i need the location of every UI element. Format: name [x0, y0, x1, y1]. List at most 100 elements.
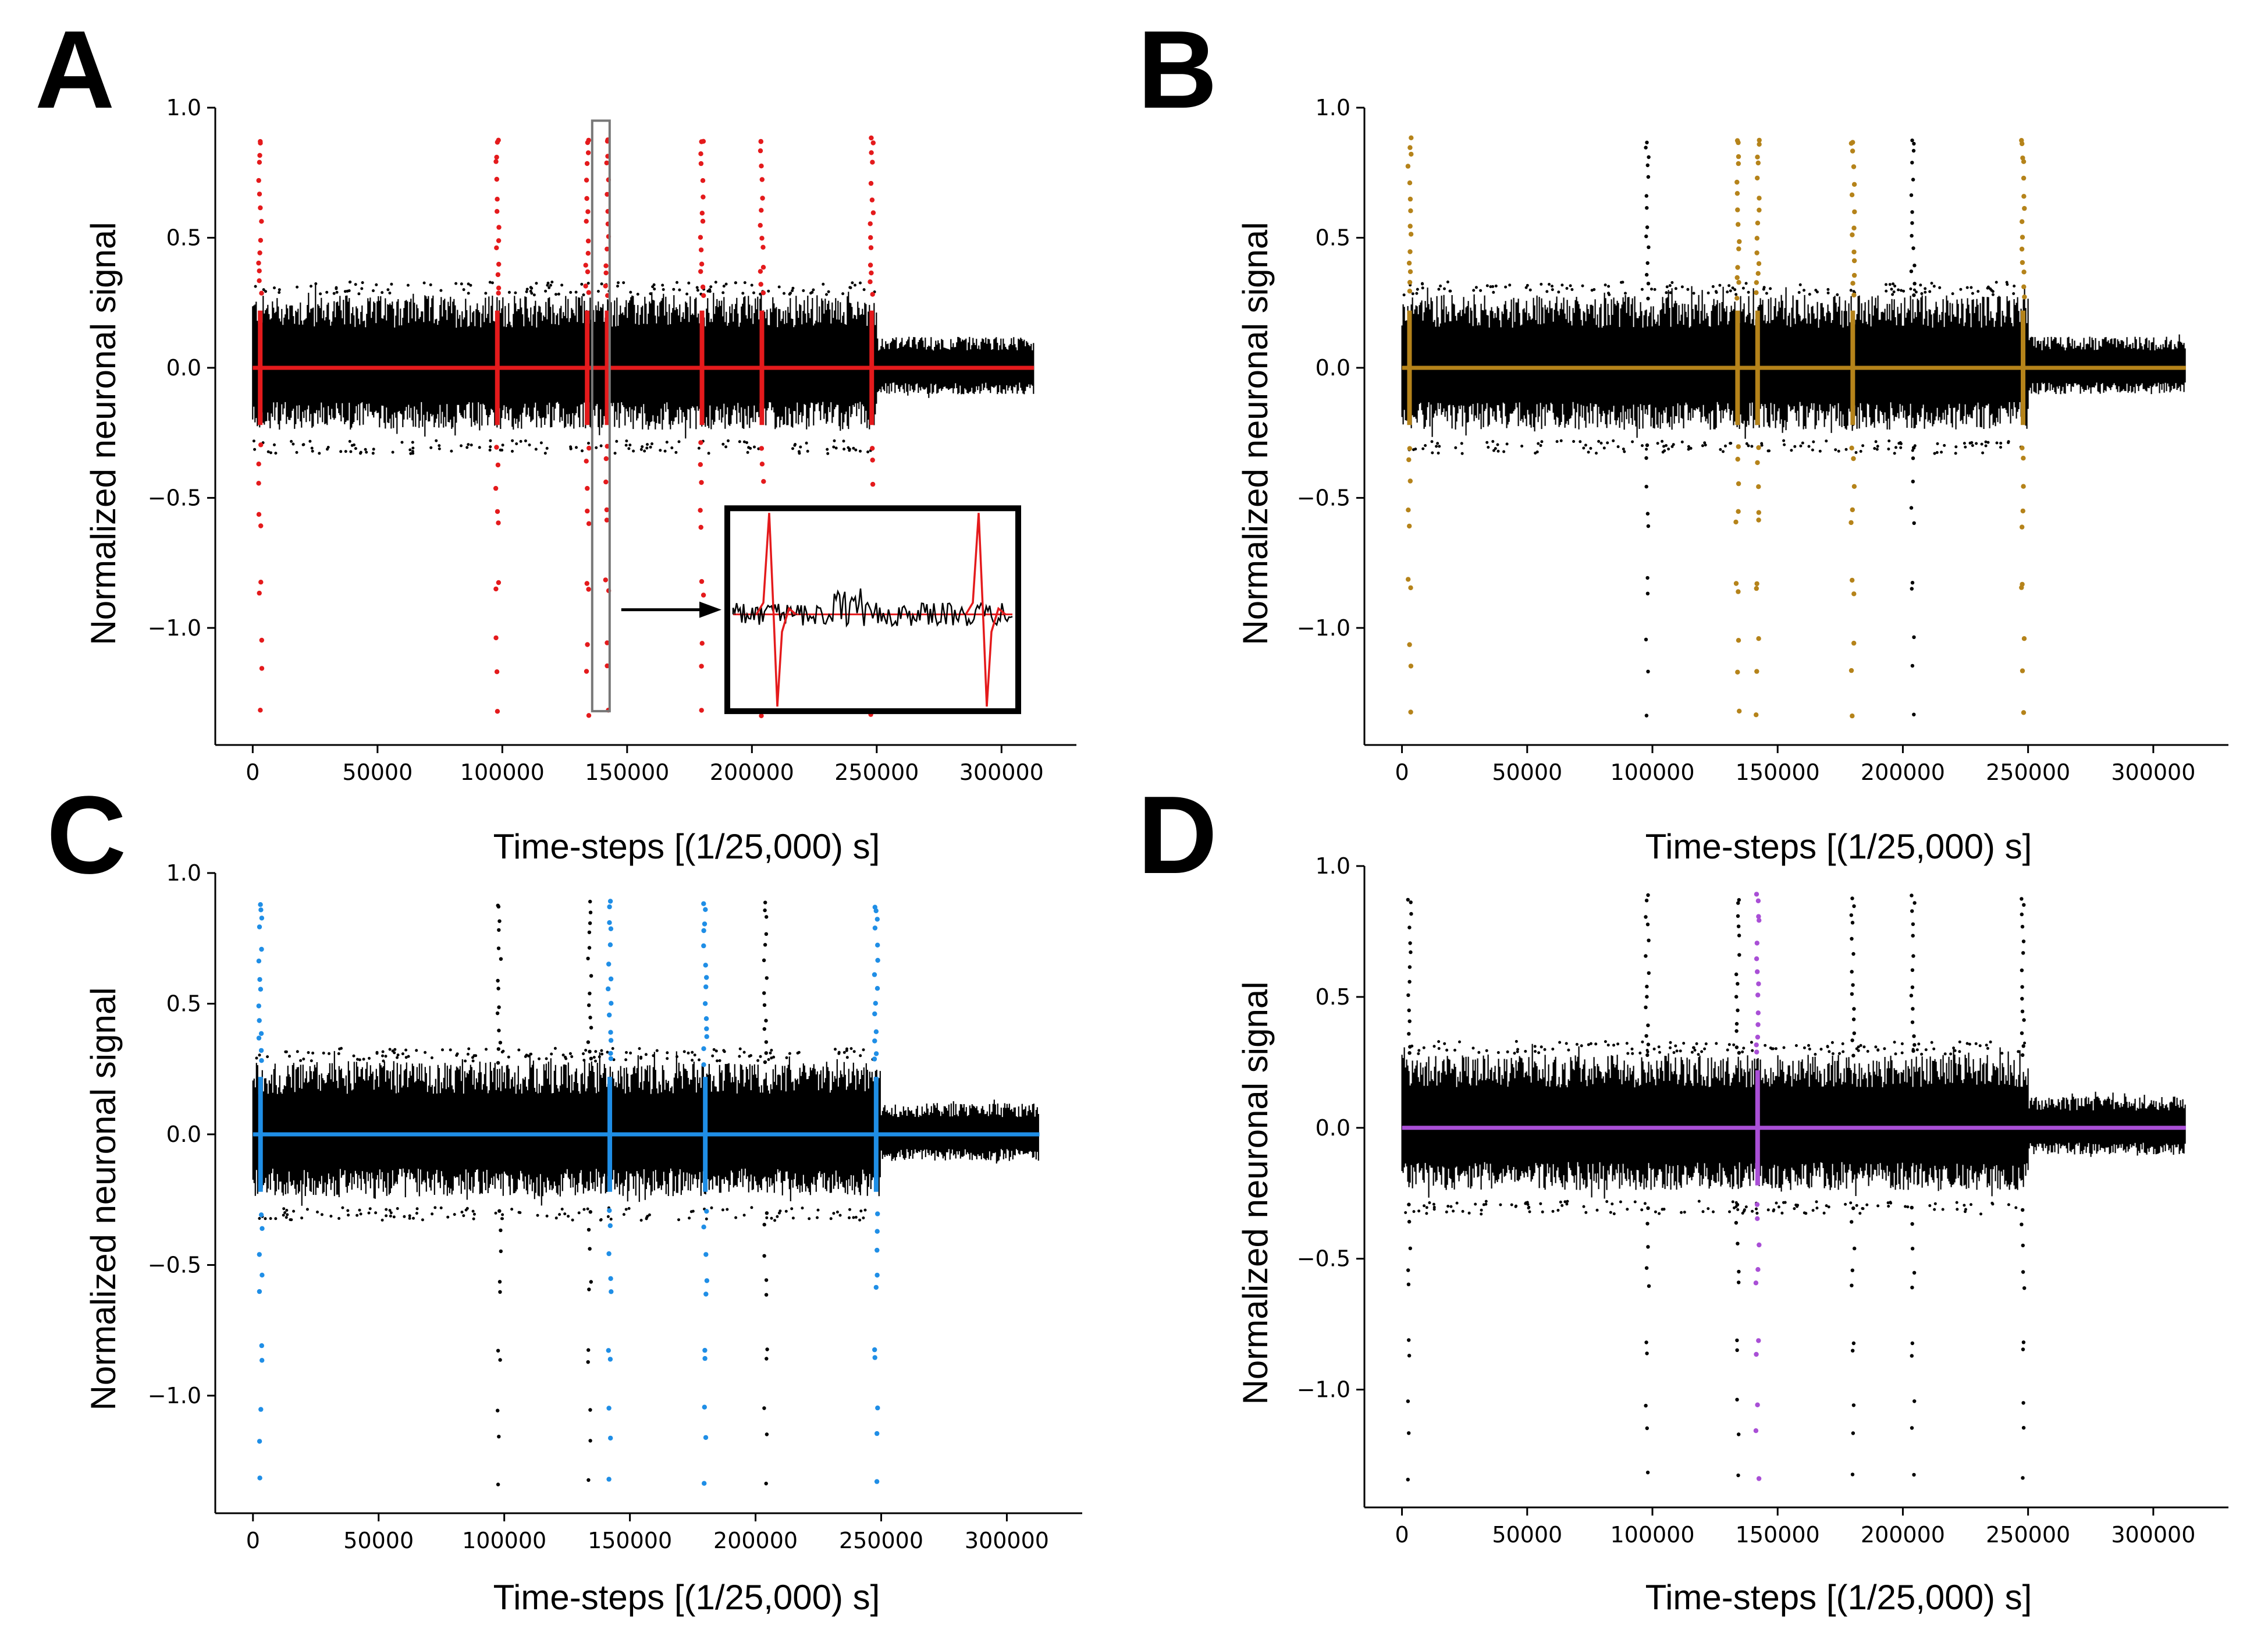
- noise-dot: [464, 1208, 468, 1212]
- noise-dot: [581, 449, 584, 453]
- noise-dot: [1645, 1049, 1649, 1052]
- noise-dot: [834, 1048, 837, 1051]
- spike-point: [765, 1347, 769, 1351]
- noise-dot: [862, 1048, 865, 1052]
- spike-point: [1851, 591, 1857, 597]
- spike-point: [1755, 898, 1761, 904]
- spike-point: [1851, 182, 1857, 187]
- noise-dot: [2014, 1206, 2018, 1209]
- noise-dot: [1912, 288, 1916, 292]
- noise-dot: [747, 446, 751, 449]
- spike-point: [1645, 225, 1650, 229]
- noise-dot: [430, 1056, 433, 1059]
- spike-point: [499, 1228, 503, 1233]
- spike-point: [698, 440, 703, 445]
- noise-dot: [474, 1054, 478, 1058]
- spike-point: [584, 178, 589, 183]
- spike-point: [1911, 954, 1915, 958]
- noise-dot: [255, 1056, 258, 1060]
- spike-point: [494, 176, 499, 182]
- spike-point: [2021, 175, 2027, 181]
- panel-letter-c: C: [47, 773, 126, 897]
- noise-dot: [852, 1216, 855, 1219]
- spike-point: [493, 586, 499, 592]
- noise-dot: [1566, 1200, 1569, 1203]
- spike-point: [1754, 941, 1759, 946]
- noise-dot: [1543, 1048, 1547, 1051]
- noise-dot: [1744, 282, 1748, 285]
- noise-dot: [1701, 444, 1704, 448]
- spike-point: [1755, 271, 1761, 276]
- spike-point: [872, 1355, 877, 1360]
- noise-dot: [842, 448, 846, 451]
- noise-dot: [1424, 444, 1427, 447]
- spike-point: [763, 908, 767, 913]
- spike-point: [495, 197, 500, 202]
- spike-point: [704, 975, 709, 980]
- noise-dot: [1485, 1049, 1488, 1052]
- noise-dot: [1890, 288, 1893, 291]
- noise-dot: [310, 1059, 313, 1063]
- noise-dot: [1402, 293, 1406, 297]
- x-tick-label: 0: [246, 760, 259, 785]
- noise-dot: [1482, 1203, 1485, 1207]
- noise-dot: [1654, 1210, 1657, 1213]
- spike-point: [1733, 519, 1739, 525]
- noise-dot: [1790, 449, 1793, 452]
- noise-dot: [258, 1053, 261, 1057]
- noise-dot: [726, 1208, 729, 1211]
- noise-dot: [412, 1216, 415, 1220]
- noise-dot: [1715, 1042, 1718, 1045]
- spike-point: [586, 956, 590, 961]
- spike-point: [1736, 914, 1740, 918]
- noise-dot: [488, 281, 492, 284]
- noise-dot: [1625, 1042, 1629, 1045]
- noise-dot: [822, 282, 825, 286]
- noise-dot: [1612, 439, 1615, 442]
- noise-dot: [650, 442, 653, 445]
- spike-point: [1912, 901, 1917, 905]
- spike-point: [1646, 1206, 1650, 1210]
- noise-dot: [462, 1214, 465, 1218]
- spike-point: [1911, 456, 1915, 460]
- noise-dot: [1616, 445, 1620, 448]
- noise-dot: [1545, 290, 1549, 293]
- noise-dot: [825, 293, 828, 296]
- noise-dot: [743, 281, 746, 285]
- spike-point: [873, 1284, 879, 1290]
- spike-point: [698, 161, 704, 166]
- noise-dot: [362, 1058, 365, 1061]
- noise-dot: [1421, 447, 1425, 450]
- spike-point: [1737, 898, 1741, 902]
- spike-point: [1850, 896, 1854, 900]
- noise-dot: [292, 442, 295, 446]
- spike-point: [870, 446, 875, 451]
- noise-dot: [688, 1216, 691, 1220]
- noise-dot: [1971, 292, 1974, 295]
- noise-dot: [535, 282, 538, 285]
- spike-point: [698, 151, 703, 157]
- noise-dot: [372, 289, 375, 292]
- spike-point: [585, 238, 591, 244]
- noise-dot: [1680, 285, 1684, 289]
- noise-dot: [1454, 446, 1458, 449]
- spike-point: [495, 272, 501, 278]
- spike-point: [586, 521, 592, 526]
- spike-point: [873, 1029, 879, 1034]
- noise-dot: [829, 1217, 833, 1220]
- spike-point: [1407, 1019, 1412, 1023]
- spike-point: [1755, 460, 1760, 466]
- noise-dot: [1755, 1212, 1759, 1215]
- spike-point: [1647, 938, 1651, 943]
- noise-dot: [1661, 450, 1665, 454]
- noise-dot: [1812, 440, 1815, 443]
- noise-dot: [1941, 1208, 1944, 1211]
- spike-point: [2020, 968, 2024, 973]
- spike-point: [588, 1049, 592, 1054]
- spike-point: [584, 581, 589, 586]
- noise-dot: [1976, 290, 1980, 293]
- noise-dot: [738, 440, 741, 443]
- noise-dot: [670, 446, 674, 449]
- spike-point: [1406, 457, 1412, 463]
- noise-dot: [527, 1054, 530, 1058]
